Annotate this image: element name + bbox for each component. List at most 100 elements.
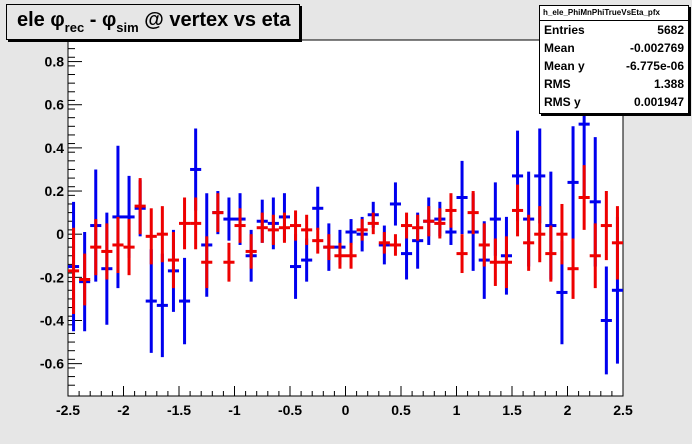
stats-histogram-name: h_ele_PhiMnPhiTrueVsEta_pfx <box>540 6 688 21</box>
x-tick-label: -0.5 <box>278 402 302 418</box>
data-point <box>611 206 623 280</box>
data-point <box>267 214 279 245</box>
data-point <box>323 234 335 261</box>
stats-label: RMS y <box>544 95 581 109</box>
stats-row-mean: Mean -0.002769 <box>540 39 688 57</box>
data-point <box>589 223 601 289</box>
data-point <box>412 214 424 241</box>
stats-label: Mean <box>544 41 575 55</box>
y-tick-label: -0.6 <box>40 356 64 372</box>
stats-box: h_ele_PhiMnPhiTrueVsEta_pfx Entries 5682… <box>539 5 689 114</box>
data-point <box>223 197 235 241</box>
data-point <box>190 128 202 211</box>
data-point <box>145 208 157 265</box>
data-point <box>301 214 313 245</box>
title-minus: - <box>84 9 102 31</box>
stats-value: 0.001947 <box>633 95 684 109</box>
data-point <box>567 126 579 239</box>
x-tick-label: 0 <box>342 402 350 418</box>
stats-row-entries: Entries 5682 <box>540 21 688 39</box>
stats-row-rms-y: RMS y 0.001947 <box>540 93 688 111</box>
y-tick-label: 0.2 <box>45 183 65 199</box>
data-point <box>467 191 479 235</box>
histogram-title: ele φrec - φsim @ vertex vs eta <box>6 4 300 40</box>
title-sub-sim: sim <box>116 20 139 35</box>
title-phi-rec: φ <box>50 9 65 31</box>
data-point <box>445 193 457 228</box>
stats-value: 1.388 <box>653 77 684 91</box>
data-point <box>101 223 113 280</box>
stats-value: -0.002769 <box>629 41 684 55</box>
x-tick-label: 2 <box>564 402 572 418</box>
data-point <box>367 212 379 235</box>
data-point <box>301 238 313 282</box>
x-tick-label: -2.5 <box>56 402 80 418</box>
data-point <box>523 214 535 271</box>
data-point <box>356 219 368 241</box>
x-tick-label: 1 <box>453 402 461 418</box>
stats-value: -6.775e-06 <box>625 59 684 73</box>
data-point <box>500 236 512 289</box>
data-marks <box>68 50 623 375</box>
title-prefix: ele <box>17 9 51 31</box>
title-suffix: @ vertex vs eta <box>138 9 291 31</box>
data-point <box>190 197 202 250</box>
data-point <box>79 253 91 306</box>
stats-label: RMS <box>544 77 571 91</box>
x-tick-label: -1.5 <box>167 402 191 418</box>
data-point <box>223 242 235 282</box>
data-point <box>456 234 468 274</box>
data-point <box>334 242 346 269</box>
data-point <box>145 249 157 353</box>
data-point <box>212 193 224 233</box>
data-point <box>156 253 168 358</box>
x-tick-label: -1 <box>228 402 241 418</box>
axis-labels: -2.5 -2 -1.5 -1 -0.5 0 0.5 1 1.5 2 2.5 -0.6 -0.4 -0.2… <box>40 54 633 418</box>
data-point <box>179 257 191 345</box>
y-tick-label: 0 <box>56 226 64 242</box>
data-point <box>68 227 80 315</box>
data-point <box>456 160 468 235</box>
data-point <box>378 232 390 254</box>
stats-row-rms: RMS 1.388 <box>540 75 688 93</box>
data-point <box>290 210 302 241</box>
data-point <box>489 238 501 286</box>
data-point <box>156 206 168 263</box>
data-point <box>556 203 568 265</box>
data-point <box>167 232 179 289</box>
stats-label: Entries <box>544 23 585 37</box>
x-tick-label: 2.5 <box>613 402 633 418</box>
data-point <box>534 206 546 263</box>
stats-row-mean-y: Mean y -6.775e-06 <box>540 57 688 75</box>
data-point <box>567 238 579 299</box>
title-sub-rec: rec <box>64 20 85 35</box>
data-point <box>290 234 302 299</box>
y-tick-label: 0.6 <box>45 97 65 113</box>
data-point <box>123 219 135 276</box>
y-tick-label: 0.4 <box>45 140 65 156</box>
data-point <box>90 219 102 276</box>
data-point <box>312 186 324 230</box>
data-point <box>434 208 446 239</box>
data-point <box>245 234 257 269</box>
data-point <box>112 216 124 274</box>
data-point <box>312 227 324 254</box>
data-point <box>234 208 246 243</box>
data-point <box>600 191 612 261</box>
stats-label: Mean y <box>544 59 585 73</box>
x-tick-label: 0.5 <box>391 402 411 418</box>
data-point <box>389 234 401 256</box>
data-point <box>134 178 146 235</box>
stats-value: 5682 <box>657 23 684 37</box>
data-point <box>201 236 213 289</box>
data-point <box>401 212 413 239</box>
data-point <box>600 266 612 375</box>
data-point <box>512 184 524 237</box>
y-tick-label: 0.8 <box>45 54 65 70</box>
data-point <box>345 219 357 245</box>
data-point <box>256 212 268 243</box>
data-point <box>423 206 435 237</box>
x-tick-label: -2 <box>117 402 130 418</box>
y-tick-label: -0.2 <box>40 269 64 285</box>
